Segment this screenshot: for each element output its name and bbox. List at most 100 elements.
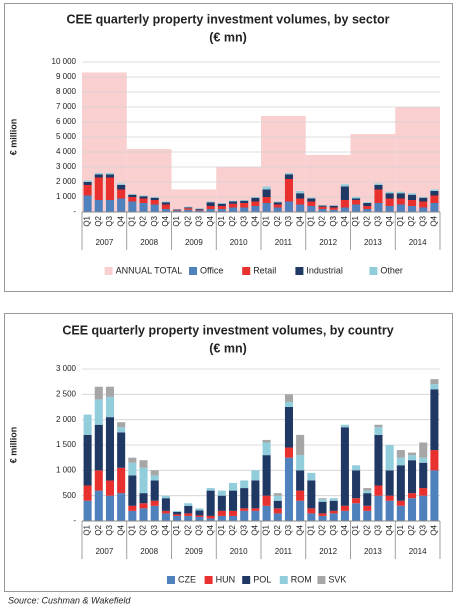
bar-segment — [374, 485, 383, 496]
bar-segment — [363, 488, 372, 491]
bar-segment — [430, 189, 439, 191]
bar-segment — [117, 427, 126, 433]
bar-segment — [262, 197, 271, 203]
bar-segment — [430, 191, 439, 196]
bar-segment — [240, 488, 249, 509]
bar-segment — [184, 515, 193, 521]
bar-segment — [307, 198, 316, 202]
legend-label: Office — [200, 265, 223, 275]
bar-segment — [385, 445, 394, 471]
y-tick-label: 500 — [63, 491, 77, 500]
x-tick-label: Q1 — [127, 215, 136, 226]
bar-segment — [83, 500, 92, 521]
bar-segment — [217, 203, 226, 204]
bar-segment — [128, 194, 137, 195]
bar-segment — [240, 203, 249, 208]
x-tick-label: Q3 — [284, 524, 293, 535]
y-tick-label: 6 000 — [56, 117, 77, 126]
y-tick-label: 1 500 — [56, 440, 77, 449]
bar-segment — [173, 510, 182, 512]
x-tick-label: Q4 — [385, 215, 394, 226]
bar-segment — [396, 457, 405, 466]
bar-segment — [363, 203, 372, 206]
y-tick-label: 2 000 — [56, 177, 77, 186]
bar-segment — [430, 195, 439, 203]
bar-segment — [229, 510, 238, 516]
bar-segment — [318, 501, 327, 514]
bar-segment — [396, 505, 405, 521]
bar-segment — [318, 499, 327, 502]
bar-segment — [240, 200, 249, 203]
bar-segment — [374, 495, 383, 521]
bar-segment — [262, 439, 271, 443]
x-tick-label: Q1 — [306, 215, 315, 226]
year-label: 2010 — [230, 547, 248, 556]
y-tick-label: 2 000 — [56, 415, 77, 424]
bar-segment — [117, 432, 126, 468]
x-tick-label: Q3 — [150, 215, 159, 226]
bar-segment — [94, 386, 103, 400]
bar-segment — [184, 207, 193, 209]
x-tick-label: Q2 — [407, 215, 416, 226]
bar-segment — [251, 510, 260, 521]
bar-segment — [195, 515, 204, 517]
y-tick-label: - — [73, 516, 76, 525]
bar-segment — [150, 500, 159, 506]
bar-segment — [318, 515, 327, 521]
bar-segment — [284, 447, 293, 458]
bar-segment — [173, 515, 182, 521]
bar-segment — [385, 500, 394, 521]
annual-total-area — [171, 189, 217, 212]
x-tick-label: Q4 — [161, 215, 170, 226]
x-tick-label: Q2 — [228, 215, 237, 226]
x-tick-label: Q4 — [430, 524, 439, 535]
bar-segment — [329, 500, 338, 511]
x-tick-label: Q1 — [172, 524, 181, 535]
bar-segment — [139, 508, 148, 521]
bar-segment — [105, 386, 114, 397]
bar-segment — [374, 427, 383, 435]
bar-segment — [329, 209, 338, 212]
bar-segment — [240, 480, 249, 489]
bar-segment — [284, 457, 293, 521]
bar-segment — [273, 500, 282, 509]
bar-segment — [262, 505, 271, 521]
bar-segment — [419, 197, 428, 202]
year-label: 2010 — [230, 238, 248, 247]
legend-label: Other — [380, 265, 403, 275]
year-label: 2011 — [275, 547, 293, 556]
x-tick-label: Q2 — [94, 215, 103, 226]
chart-title: CEE quarterly property investment volume… — [66, 12, 389, 26]
x-tick-label: Q2 — [362, 524, 371, 535]
bar-segment — [374, 203, 383, 212]
bar-segment — [396, 191, 405, 194]
bar-segment — [296, 470, 305, 491]
year-label: 2008 — [140, 238, 158, 247]
bar-segment — [273, 495, 282, 501]
legend-label: ANNUAL TOTAL — [116, 265, 183, 275]
bar-segment — [430, 379, 439, 385]
bar-segment — [161, 495, 170, 499]
y-tick-label: 5 000 — [56, 132, 77, 141]
bar-segment — [206, 201, 215, 203]
bar-segment — [83, 414, 92, 435]
x-tick-label: Q1 — [217, 524, 226, 535]
x-tick-label: Q2 — [362, 215, 371, 226]
bar-segment — [229, 207, 238, 212]
bar-segment — [150, 204, 159, 212]
bar-segment — [94, 174, 103, 178]
bar-segment — [329, 205, 338, 208]
bar-segment — [419, 207, 428, 212]
bar-segment — [273, 493, 282, 496]
bar-segment — [217, 495, 226, 511]
bar-segment — [329, 207, 338, 210]
bar-segment — [352, 465, 361, 471]
bar-segment — [408, 206, 417, 212]
bar-segment — [430, 384, 439, 390]
bar-segment — [363, 490, 372, 494]
bar-segment — [117, 185, 126, 190]
legend-swatch — [204, 576, 213, 584]
bar-segment — [408, 493, 417, 499]
legend-swatch — [279, 576, 288, 584]
legend-label: SVK — [328, 574, 346, 584]
